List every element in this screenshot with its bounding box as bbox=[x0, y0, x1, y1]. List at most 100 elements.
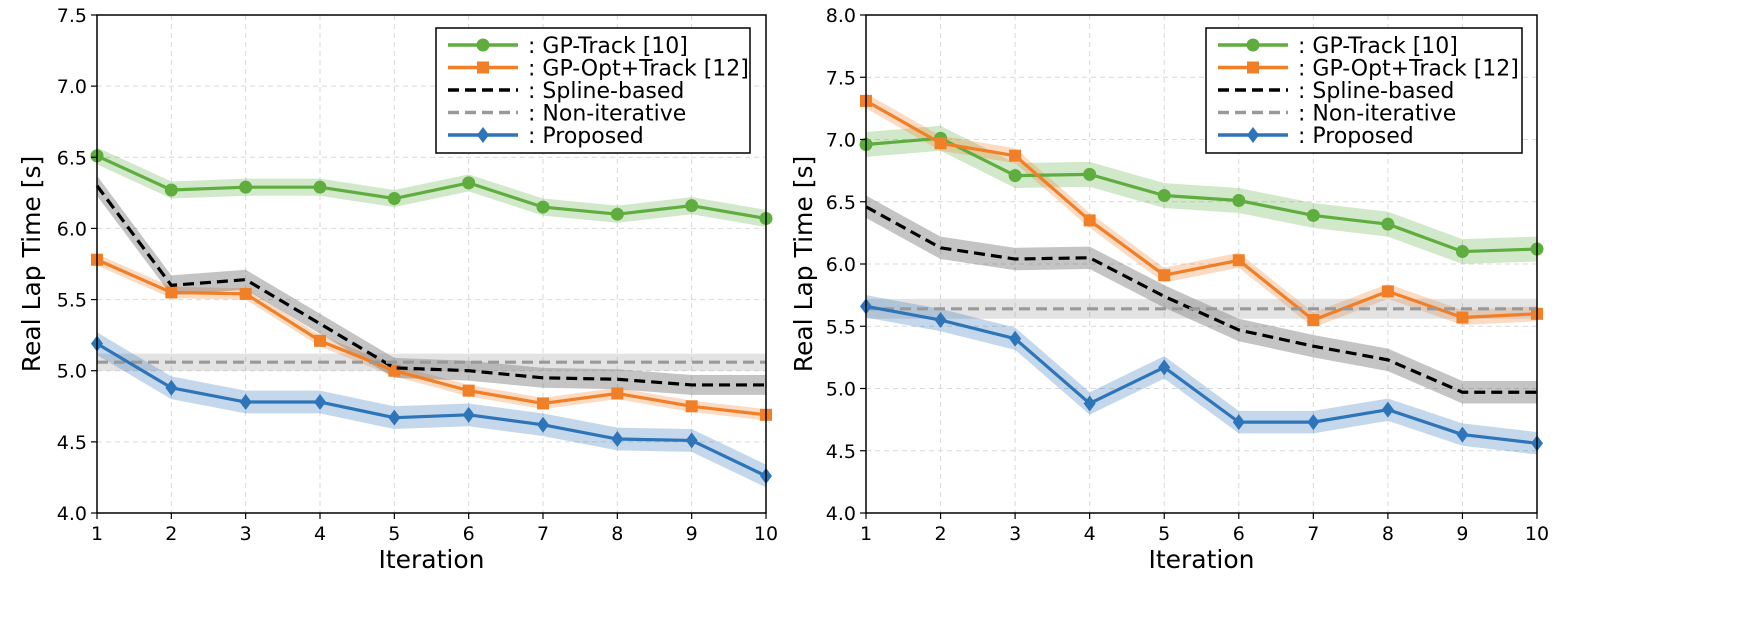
data-point-series-4 bbox=[537, 416, 549, 433]
legend-marker-4 bbox=[477, 127, 489, 143]
legend-label-0: : GP-Track [10] bbox=[1298, 34, 1458, 59]
legend-marker-1 bbox=[477, 61, 489, 74]
data-point-series-1 bbox=[462, 384, 475, 397]
data-point-series-0 bbox=[1381, 217, 1395, 231]
x-tick-label: 9 bbox=[686, 523, 698, 545]
y-tick-label: 4.5 bbox=[826, 441, 856, 463]
y-axis-title: Real Lap Time [s] bbox=[789, 156, 818, 373]
data-point-series-1 bbox=[611, 387, 624, 400]
legend-label-0: : GP-Track [10] bbox=[528, 34, 688, 59]
x-tick-label: 10 bbox=[1525, 523, 1549, 545]
x-axis-title: Iteration bbox=[1148, 545, 1254, 574]
y-axis-title: Real Lap Time [s] bbox=[17, 156, 46, 373]
series-line-1 bbox=[96, 258, 767, 417]
legend-marker-1 bbox=[1247, 61, 1259, 74]
legend-label-4: : Proposed bbox=[528, 124, 644, 149]
data-point-series-4 bbox=[1009, 330, 1022, 347]
data-point-series-4 bbox=[1456, 426, 1469, 443]
data-point-series-1 bbox=[1456, 311, 1469, 324]
legend-label-1: : GP-Opt+Track [12] bbox=[528, 57, 749, 82]
data-point-series-0 bbox=[685, 199, 699, 213]
y-tick-label: 6.5 bbox=[57, 147, 87, 169]
y-tick-label: 7.0 bbox=[826, 130, 856, 152]
data-point-series-1 bbox=[165, 286, 178, 299]
confidence-band-series-2 bbox=[866, 195, 1537, 404]
legend-label-2: : Spline-based bbox=[528, 79, 684, 104]
legend-label-3: : Non-iterative bbox=[1298, 102, 1456, 127]
y-tick-label: 7.5 bbox=[826, 67, 856, 89]
data-point-series-0 bbox=[313, 180, 327, 194]
data-point-series-1 bbox=[239, 287, 252, 300]
data-point-series-0 bbox=[1157, 189, 1171, 203]
y-tick-label: 4.5 bbox=[57, 432, 87, 454]
data-point-series-1 bbox=[934, 137, 947, 150]
data-point-series-0 bbox=[1083, 167, 1097, 181]
data-point-series-4 bbox=[1232, 414, 1245, 431]
data-point-series-1 bbox=[537, 397, 549, 410]
legend: : GP-Track [10]: GP-Opt+Track [12]: Spli… bbox=[435, 27, 751, 154]
y-tick-label: 8.0 bbox=[826, 5, 856, 27]
chart-left: 1 2 3 4 5 6 7 8 9 10 4.0 4.5 5.0 5.5 6.0 6.5 7.0 7.5 Itera… bbox=[17, 5, 778, 574]
data-point-series-1 bbox=[685, 400, 698, 413]
data-point-series-1 bbox=[1307, 314, 1320, 327]
confidence-band-series-3 bbox=[97, 353, 766, 371]
data-point-series-4 bbox=[611, 431, 624, 448]
data-point-series-0 bbox=[536, 200, 550, 214]
series-line-0 bbox=[96, 154, 767, 221]
confidence-band-series-2 bbox=[97, 175, 766, 395]
y-tick-label: 6.0 bbox=[57, 218, 87, 240]
data-point-series-4 bbox=[1158, 359, 1171, 376]
data-point-series-1 bbox=[1083, 214, 1096, 227]
confidence-band-series-0 bbox=[866, 125, 1537, 265]
data-point-series-1 bbox=[1232, 254, 1245, 267]
x-tick-label: 4 bbox=[1084, 523, 1096, 545]
data-point-series-0 bbox=[610, 207, 624, 221]
data-point-series-4 bbox=[934, 312, 947, 329]
series-line-0 bbox=[865, 136, 1538, 254]
legend-label-2: : Spline-based bbox=[1298, 79, 1454, 104]
data-point-series-0 bbox=[462, 176, 476, 190]
plot-frame bbox=[96, 14, 767, 514]
series-line-2 bbox=[95, 184, 766, 387]
legend-label-1: : GP-Opt+Track [12] bbox=[1298, 57, 1519, 82]
data-point-series-0 bbox=[164, 183, 178, 197]
confidence-band-series-3 bbox=[866, 298, 1537, 319]
series-line-4 bbox=[865, 304, 1538, 445]
data-point-series-4 bbox=[388, 409, 401, 426]
y-tick-label: 5.5 bbox=[826, 316, 856, 338]
x-tick-label: 5 bbox=[388, 523, 400, 545]
data-point-series-0 bbox=[1455, 245, 1469, 259]
x-tick-label: 8 bbox=[611, 523, 623, 545]
data-point-series-1 bbox=[314, 334, 326, 347]
series-line-4 bbox=[96, 342, 767, 478]
x-tick-label: 6 bbox=[463, 523, 475, 545]
x-axis-title: Iteration bbox=[378, 545, 484, 574]
y-tick-label: 6.5 bbox=[826, 192, 856, 214]
confidence-band-series-0 bbox=[97, 147, 766, 228]
x-tick-label: 1 bbox=[860, 523, 872, 545]
confidence-band-series-4 bbox=[97, 332, 766, 488]
legend: : GP-Track [10]: GP-Opt+Track [12]: Spli… bbox=[1205, 27, 1523, 154]
series-line-1 bbox=[865, 99, 1538, 322]
series-line-2 bbox=[865, 205, 1537, 394]
y-tick-label: 5.5 bbox=[57, 290, 87, 312]
data-point-series-4 bbox=[1083, 395, 1096, 412]
x-tick-label: 3 bbox=[1009, 523, 1021, 545]
x-tick-label: 2 bbox=[165, 523, 177, 545]
y-tick-label: 5.0 bbox=[57, 361, 87, 383]
x-tick-label: 3 bbox=[240, 523, 252, 545]
x-tick-label: 1 bbox=[91, 523, 103, 545]
data-point-series-1 bbox=[1158, 269, 1171, 282]
data-point-series-4 bbox=[239, 394, 252, 411]
x-tick-label: 6 bbox=[1233, 523, 1245, 545]
y-tick-label: 7.5 bbox=[57, 5, 87, 27]
y-tick-label: 7.0 bbox=[57, 76, 87, 98]
x-tick-label: 5 bbox=[1158, 523, 1170, 545]
confidence-band-series-4 bbox=[866, 295, 1537, 455]
x-tick-label: 9 bbox=[1456, 523, 1468, 545]
legend-label-4: : Proposed bbox=[1298, 124, 1414, 149]
x-tick-label: 10 bbox=[754, 523, 778, 545]
data-point-series-1 bbox=[1381, 285, 1394, 298]
confidence-band-series-1 bbox=[97, 254, 766, 421]
